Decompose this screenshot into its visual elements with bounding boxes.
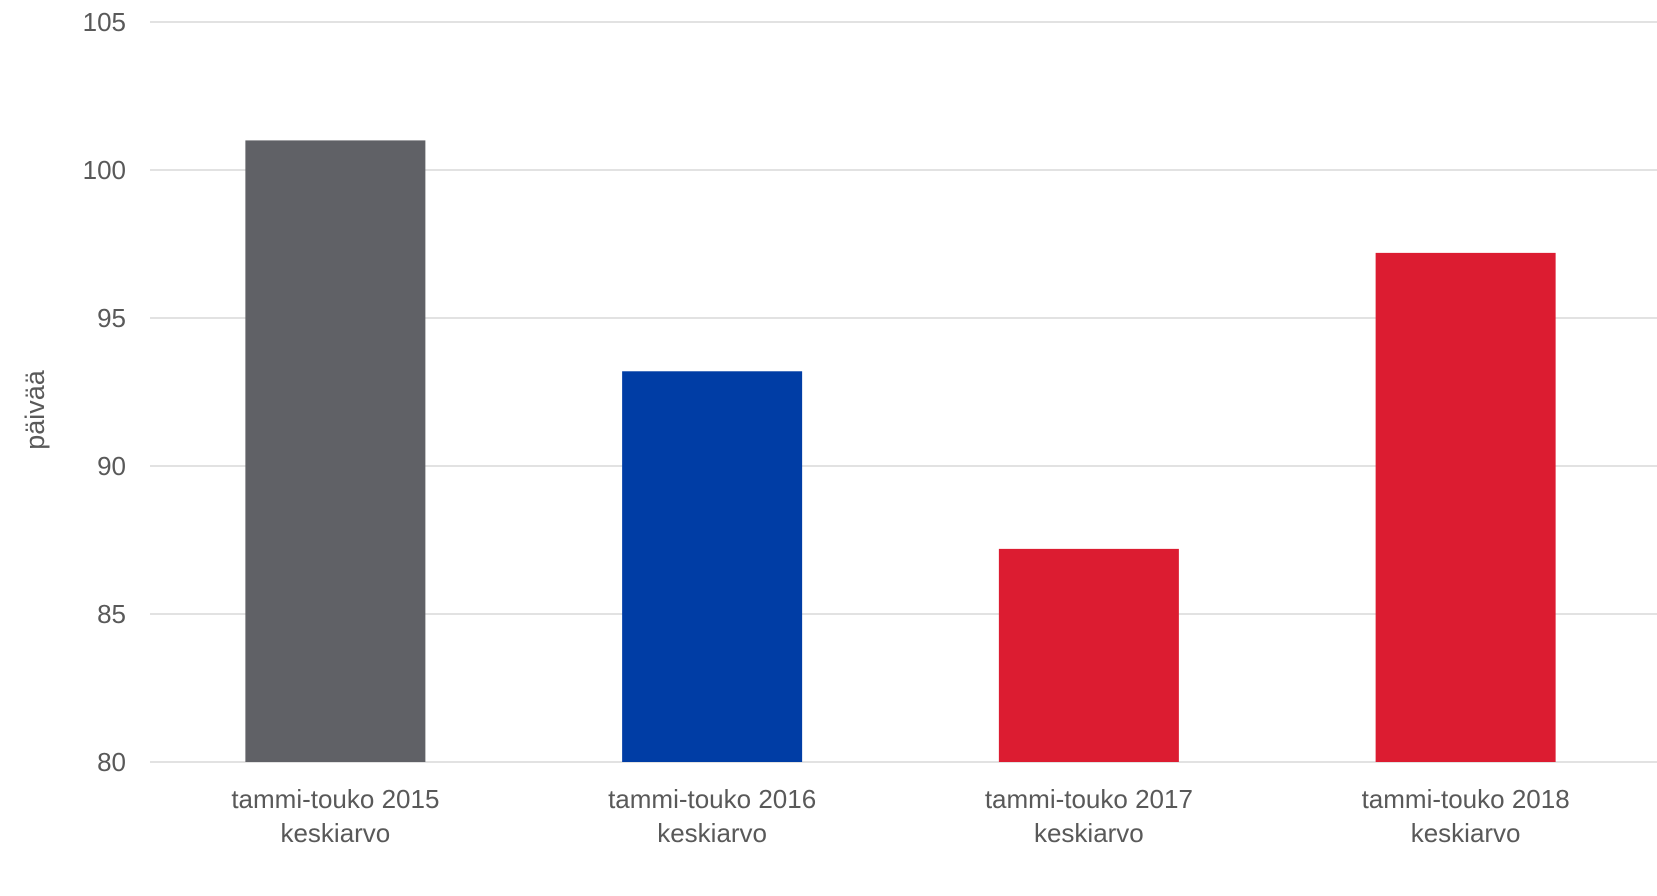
bar — [245, 140, 426, 762]
x-axis-categories: tammi-touko 2015 keskiarvo tammi-touko 201… — [231, 784, 1569, 848]
y-tick-label: 95 — [97, 303, 126, 333]
y-tick-label: 80 — [97, 747, 126, 777]
y-tick-label: 85 — [97, 599, 126, 629]
y-tick-label: 105 — [83, 7, 126, 37]
x-category-label: keskiarvo — [1034, 818, 1144, 848]
x-category-label: tammi-touko 2018 — [1362, 784, 1570, 814]
bar — [622, 371, 803, 762]
x-category-label: keskiarvo — [1411, 818, 1521, 848]
y-axis-title: päivää — [20, 369, 50, 450]
x-category-label: keskiarvo — [657, 818, 767, 848]
y-tick-label: 90 — [97, 451, 126, 481]
bar — [998, 548, 1179, 762]
bar — [1375, 252, 1556, 762]
y-tick-label: 100 — [83, 155, 126, 185]
y-axis-ticks: 80 85 90 95 100 105 — [83, 7, 126, 777]
x-category-label: tammi-touko 2016 — [608, 784, 816, 814]
bars — [245, 140, 1556, 762]
x-category-label: tammi-touko 2015 — [231, 784, 439, 814]
x-category-label: tammi-touko 2017 — [985, 784, 1193, 814]
x-category-label: keskiarvo — [280, 818, 390, 848]
